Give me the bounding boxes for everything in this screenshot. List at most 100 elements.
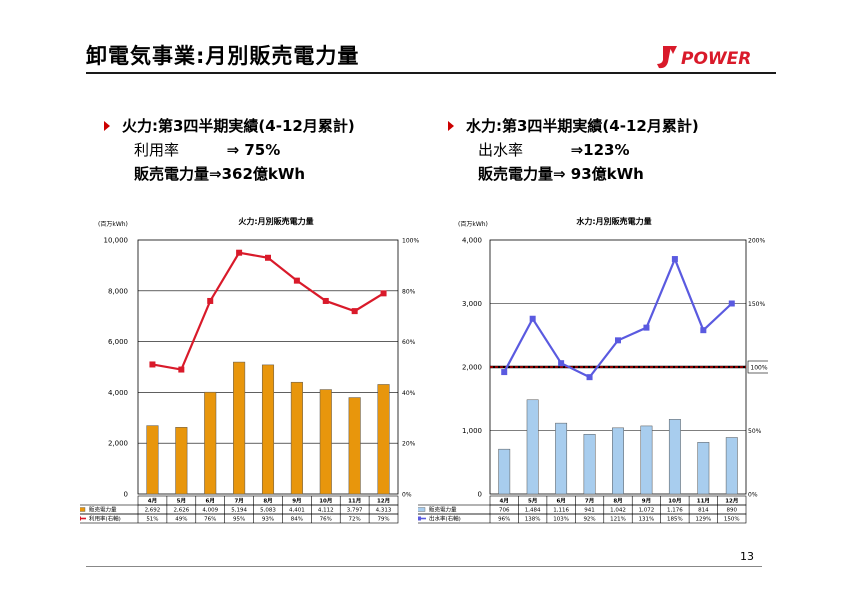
data-label: 138%	[525, 517, 541, 523]
chart-title: 水力:月別販売電力量	[575, 216, 651, 226]
x-tick-label: 6月	[206, 497, 215, 505]
data-label: 1,176	[667, 508, 683, 514]
bar-11月	[697, 442, 710, 495]
y-tick-label: 8,000	[108, 287, 128, 295]
y-tick-label: 10,000	[104, 237, 129, 245]
data-label: 4,009	[202, 508, 218, 514]
chart-unit-label: (百万kWh)	[458, 221, 488, 228]
bar-4月	[498, 448, 511, 495]
jpower-logo: POWER	[657, 46, 751, 69]
rate-point-12月	[380, 290, 387, 297]
rate-point-10月	[322, 297, 329, 304]
y2-tick-label: 150%	[748, 301, 765, 308]
bar-12月	[377, 384, 390, 495]
rate-point-10月	[671, 256, 678, 263]
data-label: 1,484	[525, 508, 541, 514]
x-tick-label: 4月	[500, 497, 509, 505]
thermal-heading: 火力:第3四半期実績(4-12月累計)	[104, 114, 355, 138]
page-number: 13	[740, 550, 754, 563]
y-tick-label: 3,000	[462, 300, 482, 308]
data-label: 4,401	[289, 508, 305, 514]
data-label: 890	[727, 508, 738, 514]
thermal-summary: 火力:第3四半期実績(4-12月累計) 利用率 ⇒ 75% 販売電力量⇒362億…	[104, 114, 355, 186]
table-row	[80, 513, 399, 524]
reference-label: 100%	[750, 365, 767, 372]
data-label: 131%	[639, 517, 655, 523]
y2-tick-label: 200%	[748, 238, 765, 245]
thermal-rate-line: 利用率 ⇒ 75%	[104, 138, 355, 162]
hydro-sales-label: 販売電力量⇒ 93億kWh	[478, 165, 644, 183]
hydro-rate-label: 出水率	[478, 141, 524, 159]
hydro-sales-line: 販売電力量⇒ 93億kWh	[448, 162, 699, 186]
y2-tick-label: 40%	[402, 390, 416, 397]
data-label: 3,797	[347, 508, 363, 514]
legend-swatch-marker	[418, 516, 421, 521]
bar-12月	[725, 437, 738, 495]
y-tick-label: 2,000	[108, 440, 128, 448]
data-label: 76%	[204, 517, 216, 523]
x-tick-label: 7月	[234, 497, 243, 505]
data-label: 941	[584, 508, 595, 514]
data-label: 72%	[349, 517, 361, 523]
bar-5月	[175, 427, 188, 495]
rate-point-5月	[178, 366, 185, 373]
thermal-rate-value: ⇒ 75%	[226, 141, 281, 159]
x-tick-label: 7月	[585, 497, 594, 505]
footer-divider	[86, 566, 762, 567]
legend-label: 販売電力量	[429, 506, 457, 514]
rate-point-12月	[728, 300, 735, 307]
bar-10月	[319, 389, 332, 495]
rate-point-4月	[149, 361, 156, 368]
chart-title: 火力:月別販売電力量	[238, 216, 313, 226]
data-label: 814	[698, 508, 709, 514]
x-tick-label: 12月	[377, 497, 390, 505]
data-label: 5,083	[260, 508, 276, 514]
x-tick-label: 8月	[613, 497, 622, 505]
reference-box	[747, 360, 768, 374]
x-tick-label: 9月	[642, 497, 651, 505]
bar-11月	[348, 397, 361, 495]
table-row	[418, 513, 747, 524]
x-tick-label: 8月	[263, 497, 272, 505]
data-label: 2,626	[173, 508, 189, 514]
data-label: 150%	[724, 517, 740, 523]
rate-point-6月	[207, 297, 214, 304]
legend-swatch-bar	[80, 507, 86, 512]
y-tick-label: 0	[478, 491, 482, 499]
bar-8月	[612, 427, 624, 495]
thermal-rate-label: 利用率	[134, 141, 180, 159]
bar-7月	[583, 433, 596, 495]
bar-5月	[526, 399, 539, 495]
data-label: 4,112	[318, 508, 334, 514]
legend-label: 販売電力量	[89, 506, 117, 514]
data-label: 1,116	[553, 508, 569, 514]
rate-point-7月	[236, 249, 243, 256]
bar-4月	[146, 425, 159, 495]
bar-8月	[261, 364, 275, 495]
bar-6月	[204, 391, 217, 495]
rate-point-11月	[700, 327, 707, 334]
x-tick-label: 12月	[725, 497, 738, 505]
data-label: 103%	[553, 517, 569, 523]
y2-tick-label: 0%	[748, 492, 758, 499]
rate-point-11月	[351, 308, 358, 315]
hydro-rate-line: 出水率 ⇒123%	[448, 138, 699, 162]
chart-unit-label: (百万kWh)	[98, 221, 128, 228]
hydro-chart: 水力:月別販売電力量 (百万kWh) 0 1,000 2,000 3,000 4,000 0%…	[418, 216, 768, 524]
hydro-heading: 水力:第3四半期実績(4-12月累計)	[448, 114, 699, 138]
y-tick-label: 1,000	[462, 427, 482, 435]
legend-swatch-marker	[80, 516, 81, 521]
y-tick-label: 2,000	[462, 364, 482, 372]
y-tick-label: 4,000	[462, 237, 482, 245]
bar-9月	[290, 381, 303, 495]
page-title: 卸電気事業:月別販売電力量	[86, 44, 360, 68]
legend-swatch-bar	[418, 507, 426, 512]
y2-tick-label: 50%	[748, 428, 762, 435]
data-label: 1,072	[639, 508, 655, 514]
x-tick-label: 10月	[668, 497, 681, 505]
bar-6月	[555, 422, 568, 495]
y-tick-label: 4,000	[108, 389, 128, 397]
bar-7月	[233, 361, 246, 495]
data-label: 1,042	[610, 508, 626, 514]
rate-point-7月	[586, 374, 593, 381]
